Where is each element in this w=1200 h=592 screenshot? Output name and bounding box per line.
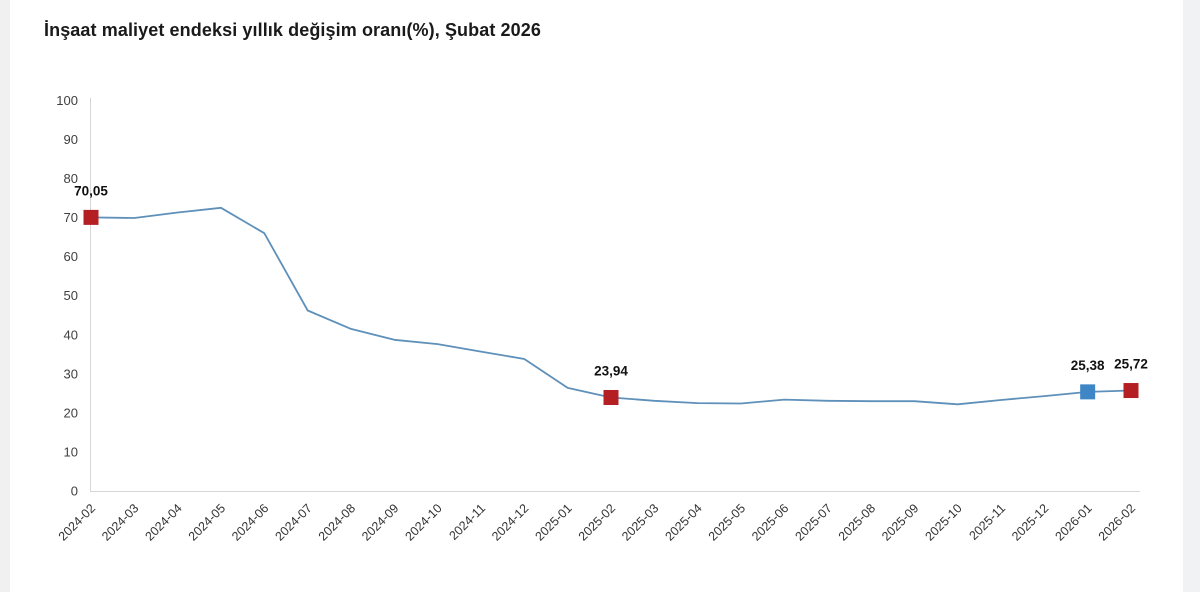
data-point-label-2024-02: 70,05 [74, 183, 108, 198]
scrollbar-track[interactable] [1183, 0, 1200, 592]
data-point-label-2026-02: 25,72 [1114, 357, 1148, 372]
x-tick-label: 2024-10 [402, 501, 444, 543]
y-tick-label: 50 [64, 288, 78, 303]
page-left-margin [0, 0, 10, 592]
x-tick-label: 2024-04 [142, 501, 184, 543]
y-tick-label: 10 [64, 444, 78, 459]
x-tick-label: 2024-06 [229, 501, 271, 543]
x-tick-label: 2025-09 [879, 501, 921, 543]
x-tick-label: 2025-10 [922, 501, 964, 543]
chart-title: İnşaat maliyet endeksi yıllık değişim or… [44, 20, 541, 40]
x-tick-label: 2024-12 [489, 501, 531, 543]
y-tick-label: 30 [64, 366, 78, 381]
y-tick-label: 90 [64, 132, 78, 147]
x-tick-label: 2024-03 [99, 501, 141, 543]
x-tick-label: 2025-08 [836, 501, 878, 543]
x-tick-label: 2024-05 [186, 501, 228, 543]
x-tick-label: 2025-04 [662, 501, 704, 543]
x-tick-label: 2025-03 [619, 501, 661, 543]
x-tick-label: 2025-11 [966, 501, 1008, 543]
y-tick-label: 80 [64, 171, 78, 186]
x-tick-label: 2025-12 [1009, 501, 1051, 543]
x-tick-label: 2025-07 [792, 501, 834, 543]
x-tick-label: 2024-09 [359, 501, 401, 543]
data-point-marker-2025-02 [603, 389, 619, 405]
y-tick-label: 100 [56, 93, 78, 108]
y-tick-label: 20 [64, 405, 78, 420]
x-tick-label: 2025-01 [532, 501, 574, 543]
x-tick-label: 2025-02 [576, 501, 618, 543]
y-tick-label: 40 [64, 327, 78, 342]
x-tick-label: 2026-02 [1096, 501, 1138, 543]
data-point-marker-2024-02 [83, 209, 99, 225]
x-tick-label: 2025-06 [749, 501, 791, 543]
y-tick-label: 70 [64, 210, 78, 225]
data-point-label-2025-02: 23,94 [594, 363, 628, 378]
x-tick-label: 2024-07 [272, 501, 314, 543]
x-tick-label: 2024-08 [316, 501, 358, 543]
x-tick-label: 2025-05 [706, 501, 748, 543]
data-point-marker-2026-02 [1123, 383, 1139, 399]
x-tick-label: 2026-01 [1052, 501, 1094, 543]
x-tick-label: 2024-02 [56, 501, 98, 543]
y-tick-label: 60 [64, 249, 78, 264]
y-tick-label: 0 [71, 484, 78, 499]
data-point-marker-2026-01 [1080, 384, 1096, 400]
x-tick-label: 2024-11 [446, 501, 488, 543]
data-point-label-2026-01: 25,38 [1071, 358, 1105, 373]
